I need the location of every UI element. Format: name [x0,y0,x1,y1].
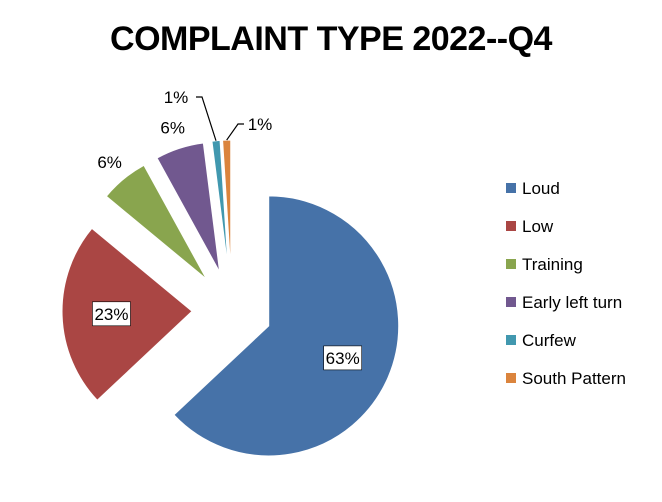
data-label-curfew: 1% [164,88,189,107]
pie-slice-loud [173,195,400,457]
pie-slice-curfew [211,139,229,271]
data-label-box-loud [323,345,362,371]
data-label-box-low [92,301,131,327]
data-label-loud: 63% [326,349,360,368]
legend-label-south-pattern: South Pattern [522,369,626,388]
leader-line-curfew [196,96,217,141]
data-label-south-pattern: 1% [248,115,273,134]
data-label-early-left-turn: 6% [160,118,185,137]
pie-slice-early-left-turn [156,142,221,273]
legend-label-low: Low [522,217,554,236]
legend-swatch-early-left-turn [506,297,516,307]
data-label-training: 6% [97,153,122,172]
legend-swatch-south-pattern [506,373,516,383]
legend-swatch-training [506,259,516,269]
leader-line-south-pattern [226,123,244,141]
legend-label-loud: Loud [522,179,560,198]
pie-slice-training [105,164,207,280]
legend-label-training: Training [522,255,583,274]
data-label-low: 23% [94,305,128,324]
legend-swatch-loud [506,183,516,193]
legend-label-curfew: Curfew [522,331,577,350]
legend-swatch-curfew [506,335,516,345]
legend-label-early-left-turn: Early left turn [522,293,622,312]
chart-title: COMPLAINT TYPE 2022--Q4 [110,20,552,58]
legend-swatch-low [506,221,516,231]
